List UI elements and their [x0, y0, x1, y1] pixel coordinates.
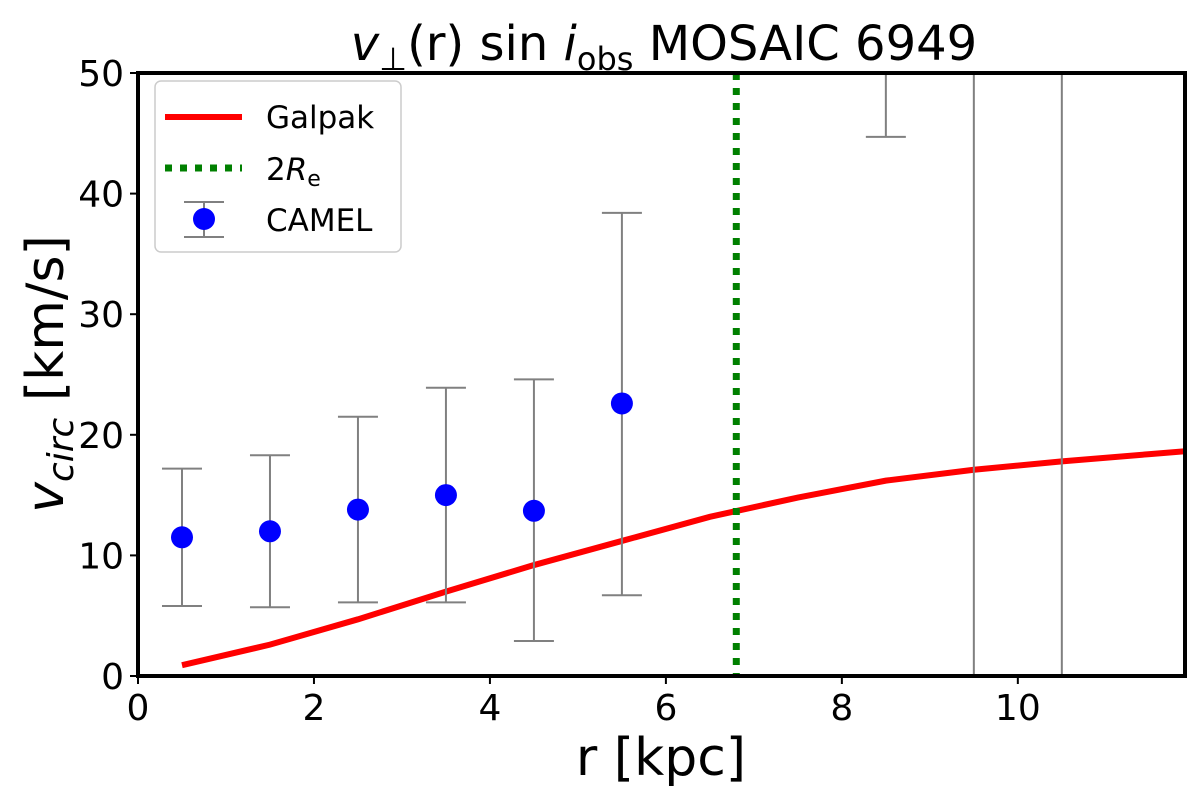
camel-point [346, 498, 369, 521]
camel-point [170, 526, 193, 549]
y-tick-label: 0 [101, 657, 124, 698]
x-tick-label: 10 [995, 688, 1041, 729]
x-axis-label: r [kpc] [576, 728, 746, 788]
plot-frame [136, 71, 1187, 678]
camel-point [434, 484, 457, 507]
camel-point [522, 499, 545, 522]
legend-camel-label: CAMEL [266, 203, 373, 239]
x-tick-label: 4 [478, 688, 501, 729]
x-tick-label: 8 [830, 688, 853, 729]
legend-box [154, 80, 402, 253]
y-tick-label: 10 [78, 536, 124, 577]
y-axis-label: vcirc [km/s] [16, 235, 82, 513]
legend-camel-marker [193, 208, 215, 230]
y-tick-label: 30 [78, 295, 124, 336]
camel-point [610, 392, 633, 415]
x-tick-label: 2 [303, 688, 326, 729]
galpak-line [181, 448, 1185, 669]
x-tick-label: 0 [127, 688, 150, 729]
legend-re-label: 2Re [266, 152, 321, 192]
camel-point [258, 520, 281, 543]
y-tick-label: 20 [78, 416, 124, 457]
legend-galpak-label: Galpak [266, 100, 374, 136]
chart-title: v⊥(r) sin iobs MOSAIC 6949 [351, 16, 977, 78]
legend: Galpak 2Re CAMEL [154, 80, 402, 253]
x-tick-label: 6 [654, 688, 677, 729]
y-tick-label: 50 [78, 54, 124, 95]
y-tick-label: 40 [78, 175, 124, 216]
